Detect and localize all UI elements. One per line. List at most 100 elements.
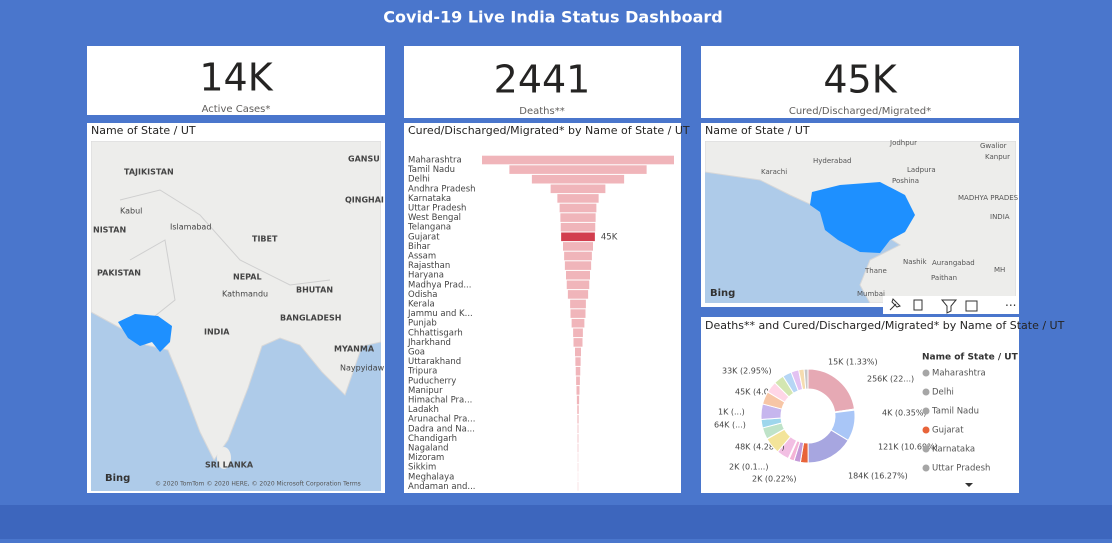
map-label: PAKISTAN <box>97 269 141 278</box>
category-label: Ladakh <box>408 405 439 415</box>
category-label: Uttar Pradesh <box>408 204 466 214</box>
category-label: Meghalaya <box>408 472 454 482</box>
category-label: Puducherry <box>408 376 456 386</box>
category-label: Sikkim <box>408 463 436 473</box>
legend-label: Gujarat <box>932 426 964 436</box>
funnel-bar <box>551 185 606 194</box>
card-value: 2441 <box>494 58 591 102</box>
map-label: Paithan <box>931 274 957 282</box>
data-label: 184K (16.27%) <box>848 472 908 481</box>
map-label: NISTAN <box>93 226 126 235</box>
funnel-bar <box>564 252 592 261</box>
funnel-bar <box>570 300 586 309</box>
map-label: NEPAL <box>233 273 262 282</box>
map-label: Kanpur <box>985 153 1010 161</box>
legend-label: Tamil Nadu <box>931 407 979 417</box>
category-label: Bihar <box>408 242 431 252</box>
map-label: GANSU <box>348 155 380 164</box>
data-label: 45K <box>601 232 618 242</box>
legend-title: Name of State / UT <box>922 353 1019 363</box>
category-label: Telangana <box>407 223 451 233</box>
visual-title: Name of State / UT <box>705 124 810 137</box>
map-label: BANGLADESH <box>280 314 341 323</box>
data-label: 1K (...) <box>718 408 745 417</box>
funnel-bar <box>509 165 646 174</box>
funnel-bar <box>482 156 674 165</box>
map-copyright: © 2020 TomTom © 2020 HERE, © 2020 Micros… <box>155 481 361 488</box>
legend-label: Uttar Pradesh <box>932 464 990 474</box>
map-label: Gwalior <box>980 142 1007 150</box>
category-label: Chhattisgarh <box>408 328 463 338</box>
funnel-bar <box>577 396 579 405</box>
visual-title: Deaths** and Cured/Discharged/Migrated* … <box>705 319 1065 332</box>
map-label: Thane <box>864 267 887 275</box>
map-label: Aurangabad <box>932 259 975 267</box>
funnel-bar <box>575 348 581 357</box>
category-label: Tripura <box>407 367 437 377</box>
card-label: Active Cases* <box>202 104 271 115</box>
more-icon[interactable]: ··· <box>1005 299 1016 313</box>
funnel-bar <box>560 213 595 222</box>
funnel-bar <box>567 281 590 290</box>
category-label: Gujarat <box>408 232 440 242</box>
map-label: MH <box>994 266 1005 274</box>
category-label: Jammu and K... <box>407 309 473 319</box>
funnel-bar <box>577 386 580 395</box>
funnel-bar <box>576 377 580 386</box>
funnel-bar <box>578 444 579 453</box>
map-attribution: Bing <box>105 473 130 484</box>
funnel-bar <box>572 319 585 328</box>
map-label: MYANMA <box>334 345 375 354</box>
legend-marker <box>923 465 930 472</box>
funnel-bar <box>561 233 595 242</box>
category-label: Maharashtra <box>408 156 462 166</box>
funnel-bar <box>563 242 593 251</box>
funnel-bar <box>557 194 598 203</box>
data-label: 2K (0.22%) <box>752 475 797 484</box>
legend-marker <box>923 446 930 453</box>
footer-bar <box>0 505 1112 539</box>
category-label: Rajasthan <box>408 261 450 271</box>
map <box>705 141 1016 303</box>
category-label: Madhya Prad... <box>408 280 471 290</box>
category-label: Chandigarh <box>408 434 457 444</box>
funnel-bar <box>532 175 624 184</box>
legend-label: Delhi <box>932 388 954 398</box>
category-label: Manipur <box>408 386 443 396</box>
category-label: Delhi <box>408 175 430 185</box>
data-label: 256K (22...) <box>867 375 914 384</box>
map-label: Karachi <box>761 168 787 176</box>
category-label: Haryana <box>408 271 444 281</box>
category-label: Goa <box>408 348 425 358</box>
funnel-bar <box>560 204 597 213</box>
map-label: Hyderabad <box>813 157 852 165</box>
map-label: Kabul <box>120 207 142 216</box>
category-label: Uttarakhand <box>408 357 461 367</box>
map-label: Ladpura <box>907 166 936 174</box>
map-label: QINGHAI <box>345 196 384 205</box>
card-value: 14K <box>199 56 273 100</box>
legend-marker <box>923 389 930 396</box>
funnel-bar <box>577 405 579 414</box>
map-label: Kathmandu <box>222 290 268 299</box>
funnel-bar <box>576 367 581 376</box>
map-label: Nashik <box>903 258 928 266</box>
map-label: Poshina <box>892 177 919 185</box>
funnel-bar <box>574 338 583 347</box>
map-label: MADHYA PRADES <box>958 194 1019 202</box>
category-label: Nagaland <box>408 444 449 454</box>
category-label: Jharkhand <box>407 338 451 348</box>
map-label: Jodhpur <box>889 139 917 147</box>
map-attribution: Bing <box>710 288 735 299</box>
legend-marker <box>923 370 930 377</box>
funnel-bar <box>568 290 588 299</box>
data-label: 2K (0.1...) <box>729 463 768 472</box>
category-label: Arunachal Pra... <box>408 415 475 425</box>
data-label: 33K (2.95%) <box>722 367 772 376</box>
map-label: TAJIKISTAN <box>124 168 174 177</box>
data-label: 4K (0.35%) <box>882 409 927 418</box>
map-label: BHUTAN <box>296 286 333 295</box>
map-label: Naypyidaw <box>340 364 385 373</box>
